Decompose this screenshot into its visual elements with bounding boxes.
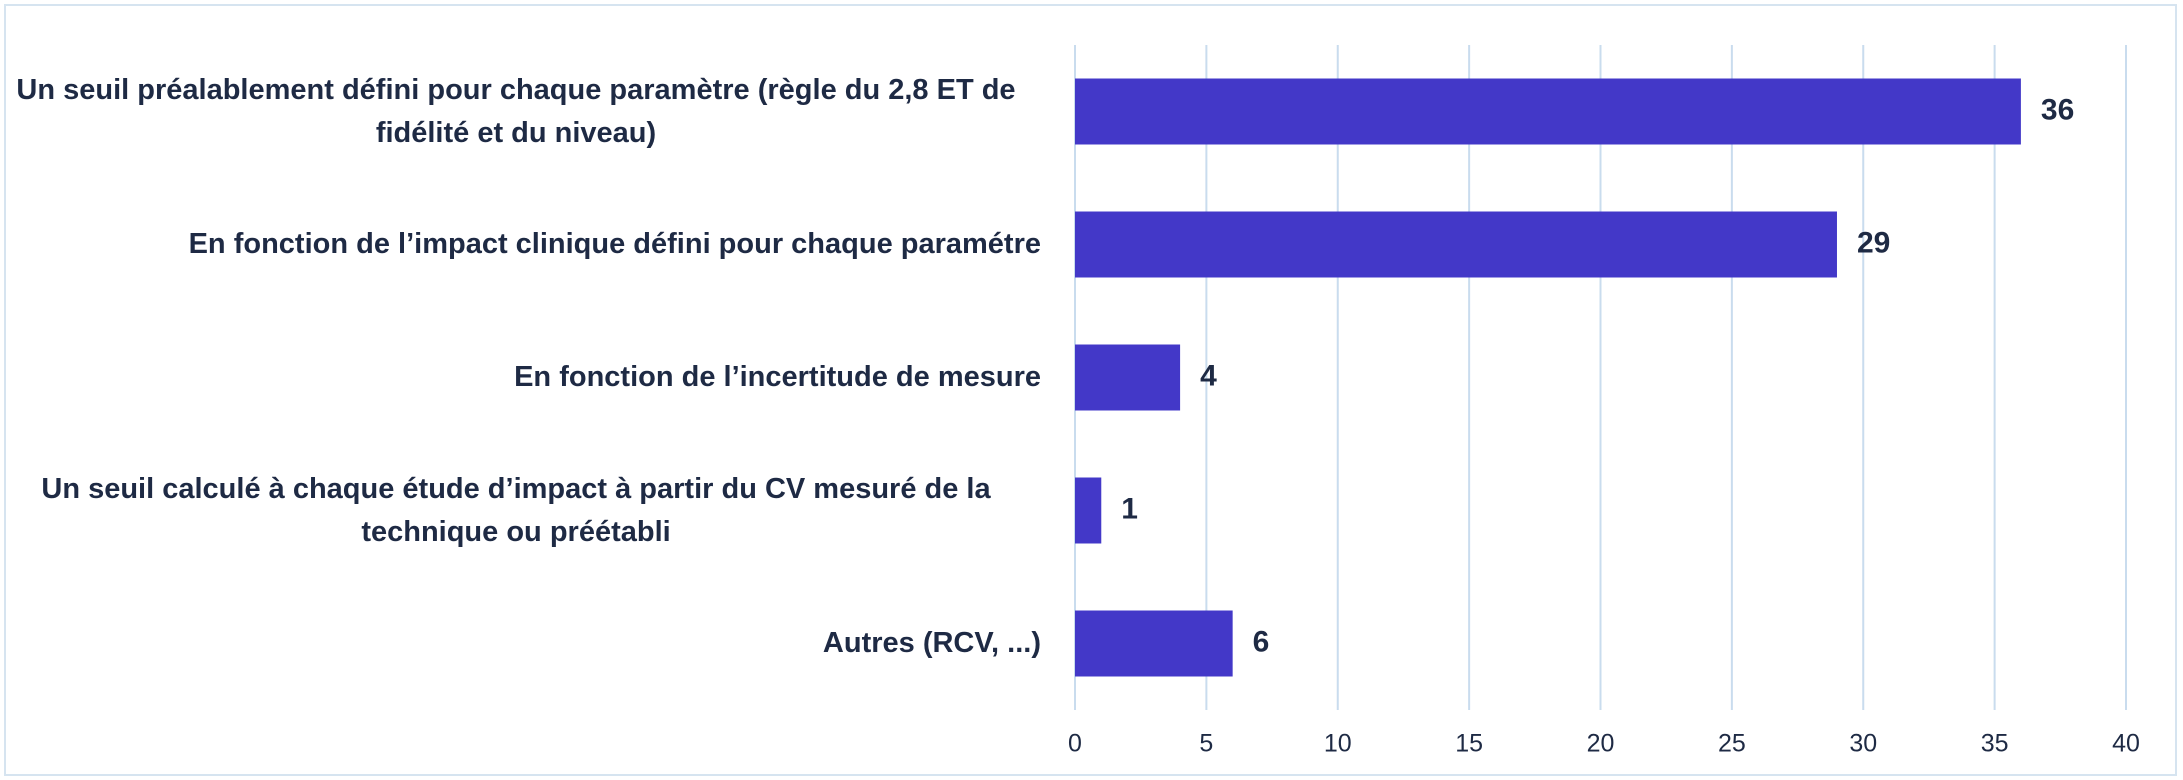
data-label: 4 (1200, 359, 1217, 392)
x-tick-label: 15 (1455, 730, 1483, 758)
y-tick-label: En fonction de l’incertitude de mesure (514, 361, 1041, 394)
data-label: 1 (1121, 492, 1138, 525)
x-tick-label: 5 (1199, 730, 1213, 758)
y-tick-label-box: En fonction de l’impact clinique défini … (0, 185, 1041, 305)
bar (1075, 610, 1233, 677)
y-tick-label: Autres (RCV, ...) (822, 627, 1041, 660)
chart-frame (4, 4, 2177, 776)
bar (1075, 344, 1181, 411)
bar (1075, 211, 1837, 278)
bar (1075, 477, 1102, 544)
y-tick-label-box: Un seuil calculé à chaque étude d’impact… (0, 451, 1041, 571)
data-label: 29 (1857, 226, 1890, 259)
y-tick-label-box: Autres (RCV, ...) (0, 584, 1041, 704)
x-tick-label: 35 (1981, 730, 2009, 758)
y-tick-label: En fonction de l’impact clinique défini … (188, 228, 1041, 261)
bar (1075, 78, 2021, 145)
y-tick-label: Un seuil calculé à chaque étude d’impact… (41, 473, 991, 548)
data-label: 36 (2041, 93, 2074, 126)
x-tick-label: 40 (2112, 730, 2140, 758)
y-tick-label-box: En fonction de l’incertitude de mesure (0, 318, 1041, 438)
y-tick-label: Un seuil préalablement défini pour chaqu… (16, 74, 1016, 149)
x-tick-label: 10 (1324, 730, 1352, 758)
x-tick-label: 25 (1718, 730, 1746, 758)
x-tick-label: 30 (1849, 730, 1877, 758)
x-tick-label: 0 (1068, 730, 1082, 758)
data-label: 6 (1253, 625, 1270, 658)
y-tick-label-box: Un seuil préalablement défini pour chaqu… (0, 52, 1041, 172)
x-tick-label: 20 (1587, 730, 1615, 758)
